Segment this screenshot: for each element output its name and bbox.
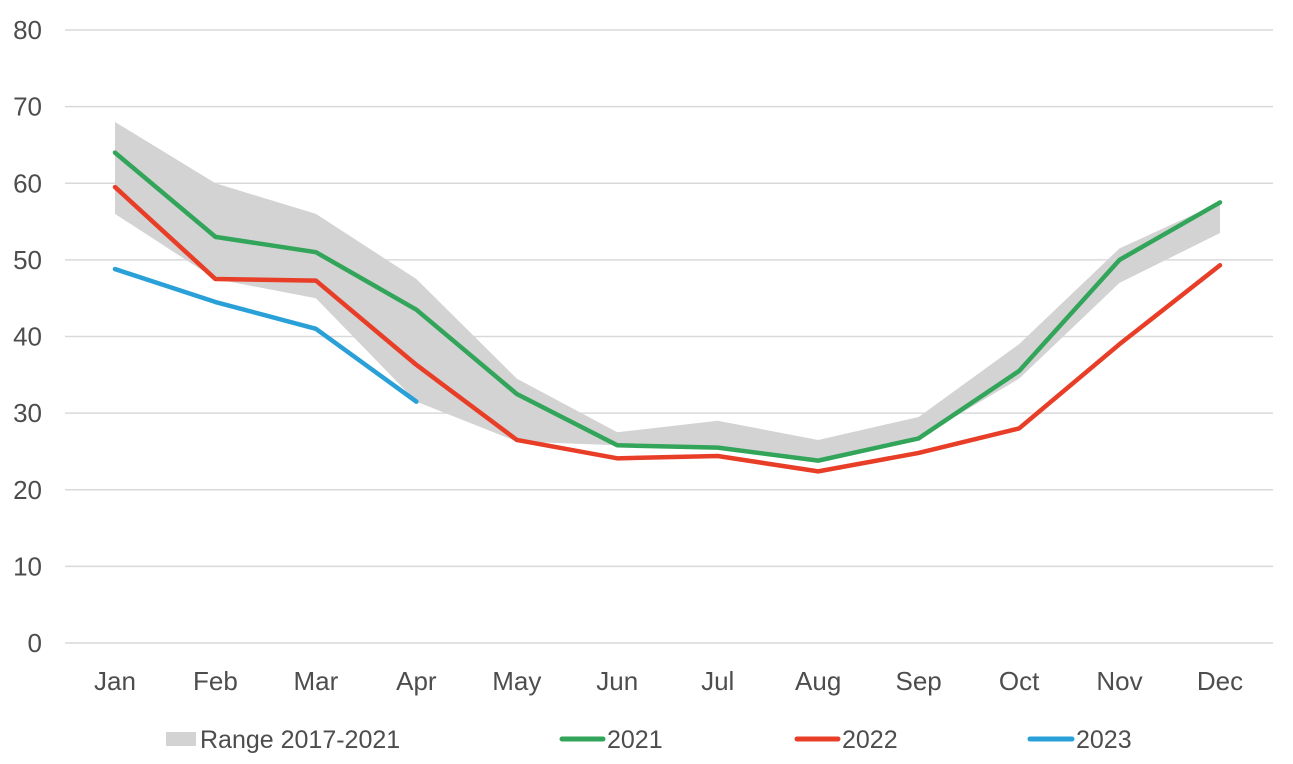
x-tick-label: May	[492, 666, 541, 696]
y-tick-label: 60	[13, 168, 42, 198]
legend-label-2021: 2021	[607, 726, 663, 754]
series-line-2023	[112, 266, 419, 404]
x-tick-label: Jun	[596, 666, 638, 696]
x-tick-label: Mar	[294, 666, 339, 696]
y-tick-label: 80	[13, 15, 42, 45]
x-tick-label: Feb	[193, 666, 238, 696]
y-tick-label: 70	[13, 92, 42, 122]
x-tick-label: Nov	[1096, 666, 1142, 696]
x-tick-label: Aug	[795, 666, 841, 696]
x-tick-label: Apr	[396, 666, 437, 696]
legend-swatch-range	[166, 732, 196, 746]
x-tick-label: Dec	[1197, 666, 1243, 696]
legend-label-2023: 2023	[1076, 726, 1132, 754]
x-tick-label: Sep	[896, 666, 942, 696]
y-tick-label: 50	[13, 245, 42, 275]
legend-label-range-2017-2021: Range 2017-2021	[200, 726, 400, 754]
series-line-2022	[112, 184, 1223, 474]
range-band-range-2017-2021	[115, 121, 1220, 461]
y-tick-label: 40	[13, 322, 42, 352]
x-tick-label: Oct	[999, 666, 1040, 696]
y-tick-label: 10	[13, 551, 42, 581]
legend-label-2022: 2022	[842, 726, 898, 754]
series-line-2021	[112, 150, 1223, 463]
y-tick-label: 30	[13, 398, 42, 428]
y-tick-label: 20	[13, 475, 42, 505]
x-tick-label: Jul	[701, 666, 734, 696]
y-tick-label: 0	[28, 628, 42, 658]
x-tick-label: Jan	[94, 666, 136, 696]
